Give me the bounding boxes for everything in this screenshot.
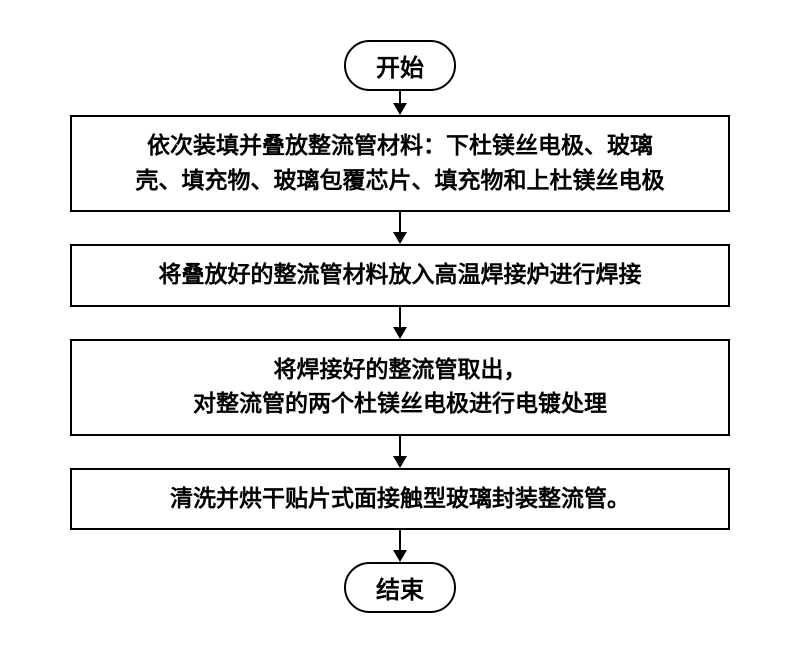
process-step-1: 依次装填并叠放整流管材料：下杜镁丝电极、玻璃 壳、填充物、玻璃包覆芯片、填充物和… bbox=[70, 115, 730, 212]
step2-label: 将叠放好的整流管材料放入高温焊接炉进行焊接 bbox=[159, 262, 642, 287]
process-step-2: 将叠放好的整流管材料放入高温焊接炉进行焊接 bbox=[70, 244, 730, 307]
flowchart-container: 开始 依次装填并叠放整流管材料：下杜镁丝电极、玻璃 壳、填充物、玻璃包覆芯片、填… bbox=[70, 40, 730, 613]
arrow-head-icon bbox=[393, 103, 407, 115]
arrow-head-icon bbox=[393, 327, 407, 339]
end-terminal: 结束 bbox=[344, 562, 456, 613]
start-label: 开始 bbox=[376, 56, 424, 82]
step3-line2: 对整流管的两个杜镁丝电极进行电镀处理 bbox=[193, 391, 607, 416]
arrow-line bbox=[399, 307, 401, 327]
process-step-4: 清洗并烘干贴片式面接触型玻璃封装整流管。 bbox=[70, 468, 730, 531]
arrow-5 bbox=[393, 530, 407, 562]
step1-line2: 壳、填充物、玻璃包覆芯片、填充物和上杜镁丝电极 bbox=[136, 168, 665, 193]
start-terminal: 开始 bbox=[344, 40, 456, 91]
step3-line1: 将焊接好的整流管取出， bbox=[274, 357, 527, 382]
arrow-head-icon bbox=[393, 232, 407, 244]
end-label: 结束 bbox=[376, 578, 424, 604]
arrow-line bbox=[399, 530, 401, 550]
arrow-head-icon bbox=[393, 456, 407, 468]
arrow-2 bbox=[393, 212, 407, 244]
arrow-head-icon bbox=[393, 550, 407, 562]
process-step-3: 将焊接好的整流管取出， 对整流管的两个杜镁丝电极进行电镀处理 bbox=[70, 339, 730, 436]
arrow-line bbox=[399, 436, 401, 456]
arrow-line bbox=[399, 91, 401, 103]
arrow-3 bbox=[393, 307, 407, 339]
arrow-1 bbox=[393, 91, 407, 115]
arrow-line bbox=[399, 212, 401, 232]
step4-label: 清洗并烘干贴片式面接触型玻璃封装整流管。 bbox=[170, 486, 630, 511]
arrow-4 bbox=[393, 436, 407, 468]
step1-line1: 依次装填并叠放整流管材料：下杜镁丝电极、玻璃 bbox=[147, 133, 653, 158]
